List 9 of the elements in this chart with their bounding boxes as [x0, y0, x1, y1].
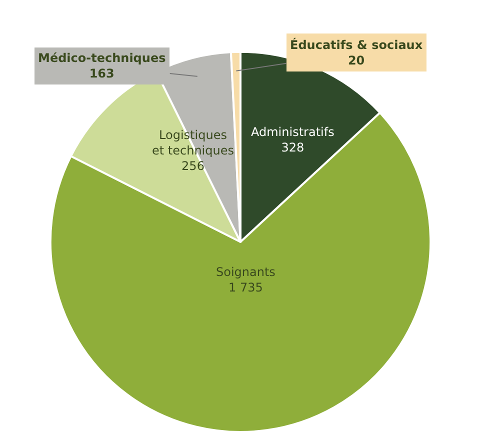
slice-label: Soignants: [216, 265, 276, 279]
data-label: 163: [89, 66, 114, 81]
slice-label: Éducatifs & sociaux: [290, 37, 423, 52]
data-label: 328: [281, 140, 304, 155]
data-label: 1 735: [228, 280, 263, 295]
data-label: 20: [348, 54, 365, 68]
slice-label: Médico-techniques: [38, 51, 166, 65]
slice-label: Administratifs: [251, 125, 334, 139]
slice-label: Logistiques et techniques: [152, 128, 234, 158]
